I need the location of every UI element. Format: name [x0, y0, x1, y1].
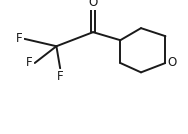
Text: O: O [167, 56, 177, 70]
Text: F: F [26, 56, 33, 70]
Text: F: F [57, 70, 64, 83]
Text: O: O [88, 0, 98, 9]
Text: F: F [16, 32, 23, 45]
